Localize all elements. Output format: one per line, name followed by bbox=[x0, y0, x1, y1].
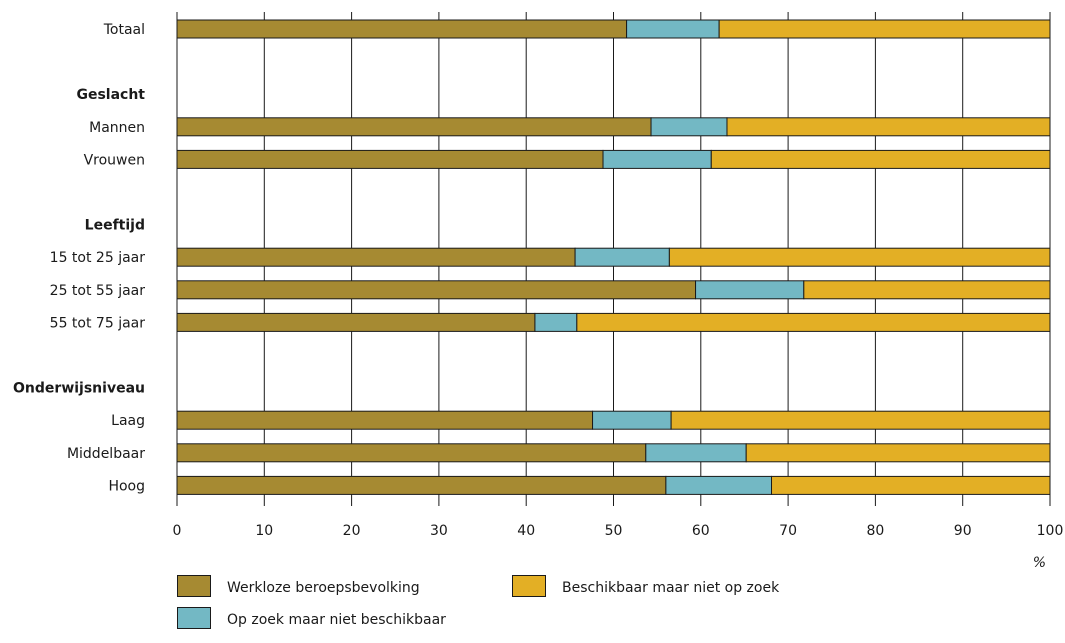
legend-label: Op zoek maar niet beschikbaar bbox=[227, 612, 446, 628]
bar-segment-series-2 bbox=[745, 443, 1051, 463]
bar-segment-series-1 bbox=[665, 475, 773, 495]
category-label: Vrouwen bbox=[84, 152, 145, 168]
bar-segment-series-1 bbox=[650, 117, 728, 137]
group-label: Geslacht bbox=[76, 87, 145, 103]
legend-swatch bbox=[177, 607, 211, 629]
bar-segment-series-0 bbox=[176, 312, 536, 332]
category-labels: Totaal Geslacht Mannen Vrouwen Leeftijd 15 to… bbox=[13, 22, 145, 494]
category-label: Totaal bbox=[103, 22, 145, 38]
legend-swatch bbox=[512, 575, 546, 597]
category-label: Hoog bbox=[108, 478, 145, 494]
x-tick-label: 70 bbox=[779, 523, 797, 539]
x-tick-label: 100 bbox=[1037, 523, 1064, 539]
bar-segment-series-1 bbox=[695, 280, 805, 300]
bars-layer bbox=[176, 19, 1051, 495]
category-label: Laag bbox=[111, 413, 145, 429]
bar-segment-series-2 bbox=[726, 117, 1051, 137]
bar-segment-series-1 bbox=[592, 410, 672, 430]
x-tick-label: 90 bbox=[954, 523, 972, 539]
x-tick-label: 40 bbox=[517, 523, 535, 539]
bar-segment-series-2 bbox=[710, 149, 1051, 169]
x-tick-label: 30 bbox=[430, 523, 448, 539]
category-label: 15 tot 25 jaar bbox=[50, 250, 146, 266]
category-label: Middelbaar bbox=[67, 446, 145, 462]
bar-segment-series-2 bbox=[718, 19, 1051, 39]
category-label: 25 tot 55 jaar bbox=[50, 283, 146, 299]
bar-segment-series-0 bbox=[176, 247, 576, 267]
bar-segment-series-0 bbox=[176, 149, 604, 169]
x-tick-label: 10 bbox=[255, 523, 273, 539]
group-label: Onderwijsniveau bbox=[13, 381, 145, 397]
category-label: Mannen bbox=[89, 120, 145, 136]
legend-label: Beschikbaar maar niet op zoek bbox=[562, 580, 780, 596]
bar-segment-series-2 bbox=[668, 247, 1051, 267]
bar-segment-series-2 bbox=[803, 280, 1051, 300]
x-tick-label: 60 bbox=[692, 523, 710, 539]
bar-segment-series-1 bbox=[534, 312, 578, 332]
x-tick-label: 80 bbox=[866, 523, 884, 539]
legend-label: Werkloze beroepsbevolking bbox=[227, 580, 420, 596]
bar-segment-series-1 bbox=[602, 149, 712, 169]
x-tick-label: 50 bbox=[605, 523, 623, 539]
x-tick-label: 0 bbox=[173, 523, 182, 539]
bar-segment-series-0 bbox=[176, 475, 667, 495]
bar-segment-series-2 bbox=[771, 475, 1051, 495]
x-axis-unit-label: % bbox=[1033, 555, 1046, 571]
group-label: Leeftijd bbox=[85, 218, 145, 234]
x-axis-ticks: 0 10 20 30 40 50 60 70 80 90 100 bbox=[173, 523, 1064, 539]
bar-segment-series-0 bbox=[176, 280, 697, 300]
bar-segment-series-1 bbox=[574, 247, 670, 267]
bar-segment-series-1 bbox=[626, 19, 720, 39]
bar-segment-series-1 bbox=[645, 443, 747, 463]
bar-segment-series-2 bbox=[670, 410, 1051, 430]
legend-swatch bbox=[177, 575, 211, 597]
bar-segment-series-0 bbox=[176, 117, 652, 137]
bar-segment-series-0 bbox=[176, 19, 628, 39]
bar-segment-series-0 bbox=[176, 443, 647, 463]
bar-segment-series-2 bbox=[576, 312, 1051, 332]
x-tick-label: 20 bbox=[343, 523, 361, 539]
legend: Werkloze beroepsbevolking Op zoek maar ni… bbox=[177, 575, 780, 629]
category-label: 55 tot 75 jaar bbox=[50, 315, 146, 331]
bar-segment-series-0 bbox=[176, 410, 594, 430]
